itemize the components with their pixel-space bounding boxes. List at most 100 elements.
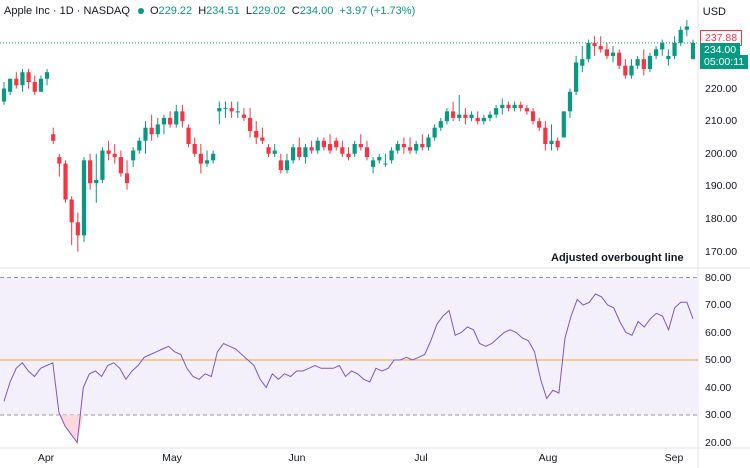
candle-body <box>678 29 683 43</box>
candle-body <box>106 150 111 154</box>
price-axis-tick: 170.00 <box>705 245 738 258</box>
candle-body <box>414 144 419 151</box>
candle-body <box>278 160 283 171</box>
candle-body <box>143 127 148 141</box>
candle-body <box>223 108 228 110</box>
candle-body <box>112 153 117 158</box>
candle-body <box>32 82 37 92</box>
candle-body <box>494 108 499 115</box>
candle-body <box>118 157 123 174</box>
candle-body <box>321 140 326 148</box>
candle-body <box>604 49 609 56</box>
candle-body <box>450 111 456 118</box>
candle-body <box>88 160 93 184</box>
candle-body <box>327 144 333 151</box>
high-value: 234.51 <box>206 5 240 17</box>
candle-body <box>20 72 25 86</box>
price-axis-tick: 180.00 <box>705 213 738 226</box>
market-status-dot <box>137 7 144 14</box>
open-value: 229.22 <box>158 5 193 17</box>
candle-body <box>247 117 253 131</box>
candle-body <box>81 160 87 236</box>
candle-body <box>524 108 530 112</box>
candle-body <box>660 42 665 50</box>
candle-body <box>297 147 302 158</box>
candle-body <box>44 72 50 79</box>
candle-body <box>8 78 13 92</box>
candle-body <box>469 114 474 118</box>
candle-body <box>506 104 511 109</box>
candle-body <box>174 111 179 125</box>
candle-body <box>426 137 431 148</box>
candle-body <box>340 147 345 154</box>
candle-body <box>586 42 591 60</box>
candle-body <box>155 124 160 135</box>
rsi-axis-tick: 50.00 <box>705 354 732 366</box>
candle-body <box>377 157 382 161</box>
candle-body <box>204 160 210 164</box>
candle-body <box>641 59 646 69</box>
candle-body <box>629 65 634 76</box>
price-axis-tick: 220.00 <box>705 82 738 95</box>
candle-body <box>51 134 56 141</box>
candle-body <box>617 52 622 66</box>
candle-body <box>500 104 505 109</box>
currency-label: USD <box>702 6 726 18</box>
candle-body <box>137 140 142 151</box>
rsi-axis-tick: 30.00 <box>705 409 732 421</box>
candle-body <box>315 140 320 151</box>
candle-body <box>549 140 554 144</box>
candle-body <box>303 147 308 158</box>
price-axis-tick: 190.00 <box>705 180 738 193</box>
candle-body <box>684 26 689 30</box>
candle-body <box>512 104 517 109</box>
candle-body <box>537 121 542 128</box>
candle-body <box>364 147 370 158</box>
candle-body <box>438 121 443 128</box>
candle-body <box>235 111 240 113</box>
candle-body <box>167 117 173 125</box>
candle-body <box>254 130 259 138</box>
candle-body <box>401 144 406 148</box>
candle-body <box>432 127 437 138</box>
candle-body <box>266 147 271 154</box>
candle-body <box>420 144 425 148</box>
rsi-background-band <box>0 277 698 415</box>
candle-body <box>371 160 376 167</box>
candle-body <box>567 91 573 112</box>
candle-body <box>598 46 603 50</box>
candle-body <box>487 114 493 118</box>
candle-body <box>457 114 462 118</box>
candle-body <box>284 160 290 171</box>
candle-body <box>217 108 222 112</box>
candle-body <box>383 163 388 165</box>
low-value: 229.02 <box>252 5 286 17</box>
candle-body <box>592 42 597 47</box>
candle-body <box>131 150 136 161</box>
time-axis-tick: Jun <box>288 452 306 464</box>
candle-body <box>149 127 154 135</box>
annotation-overbought: Adjusted overbought line <box>551 252 684 264</box>
candle-body <box>100 150 105 180</box>
symbol-title: Apple Inc · 1D · NASDAQ <box>4 5 130 17</box>
price-axis-tick: 210.00 <box>705 115 738 128</box>
high-label: H <box>198 5 207 17</box>
rsi-axis-tick: 80.00 <box>705 271 732 284</box>
candle-body <box>94 179 99 184</box>
candle-body <box>574 62 579 92</box>
close-label: C <box>291 5 300 17</box>
open-label: O <box>149 5 159 17</box>
candle-body <box>229 108 234 112</box>
candle-body <box>672 42 677 56</box>
price-axis-tick: 200.00 <box>705 147 738 160</box>
low-label: L <box>245 5 253 17</box>
bar-countdown-tag: 05:00:11 <box>700 55 749 69</box>
candle-body <box>666 55 671 60</box>
rsi-axis-tick: 70.00 <box>705 299 732 311</box>
candle-body <box>395 144 400 151</box>
candle-body <box>211 153 216 161</box>
candle-body <box>647 55 653 69</box>
last-price-tag: 234.00 <box>700 43 741 57</box>
candle-body <box>481 117 486 122</box>
